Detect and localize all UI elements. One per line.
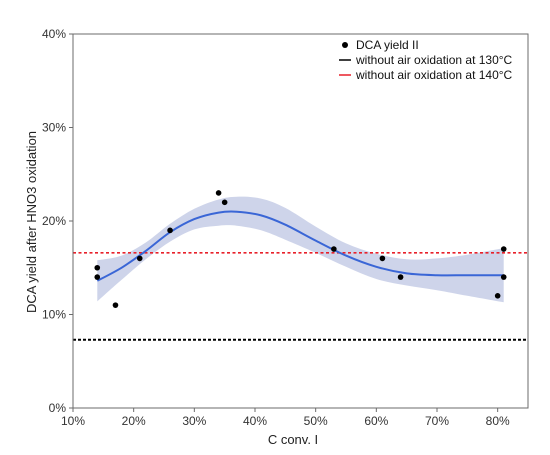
x-tick-label: 80% <box>486 414 510 428</box>
x-tick-label: 50% <box>304 414 328 428</box>
fit-line-layer <box>96 210 504 282</box>
x-tick-label: 10% <box>61 414 85 428</box>
legend: DCA yield II without air oxidation at 13… <box>339 38 513 82</box>
x-tick-label: 30% <box>182 414 206 428</box>
data-point-13 <box>500 274 507 280</box>
y-tick-label: 30% <box>42 121 66 135</box>
data-point-7 <box>221 199 228 206</box>
legend-marker-dca-yield <box>342 42 348 48</box>
x-tick-label: 40% <box>243 414 267 428</box>
x-axis-ticks: 10% 20% 30% 40% 50% 60% 70% 80% <box>61 408 510 428</box>
data-point-5 <box>167 227 173 234</box>
data-point-3 <box>112 302 119 308</box>
y-tick-label: 10% <box>42 308 66 322</box>
data-point-4 <box>136 255 143 262</box>
legend-label-dca-yield: DCA yield II <box>356 38 419 52</box>
data-point-12 <box>500 246 507 252</box>
y-tick-label: 40% <box>42 27 66 41</box>
y-tick-label: 20% <box>42 214 66 228</box>
reference-lines-layer <box>73 251 528 341</box>
y-tick-label: 0% <box>49 401 67 415</box>
confidence-band <box>97 196 504 303</box>
x-tick-label: 70% <box>425 414 449 428</box>
data-point-10 <box>397 274 404 280</box>
x-axis-title: C conv. I <box>268 432 318 447</box>
confidence-band-layer <box>97 196 504 303</box>
data-point-9 <box>379 255 386 262</box>
data-points-layer <box>94 190 507 308</box>
data-point-8 <box>331 246 337 252</box>
legend-label-140c: without air oxidation at 140°C <box>355 68 513 82</box>
data-point-6 <box>215 190 222 196</box>
legend-label-130c: without air oxidation at 130°C <box>355 53 513 67</box>
data-point-2 <box>94 274 101 280</box>
data-point-11 <box>494 293 501 299</box>
x-tick-label: 60% <box>364 414 388 428</box>
x-tick-label: 20% <box>122 414 146 428</box>
y-axis-ticks: 0% 10% 20% 30% 40% <box>42 27 73 415</box>
y-axis-title: DCA yield after HNO3 oxidation <box>24 131 39 313</box>
data-point-1 <box>94 264 101 271</box>
fit-line <box>96 210 504 282</box>
